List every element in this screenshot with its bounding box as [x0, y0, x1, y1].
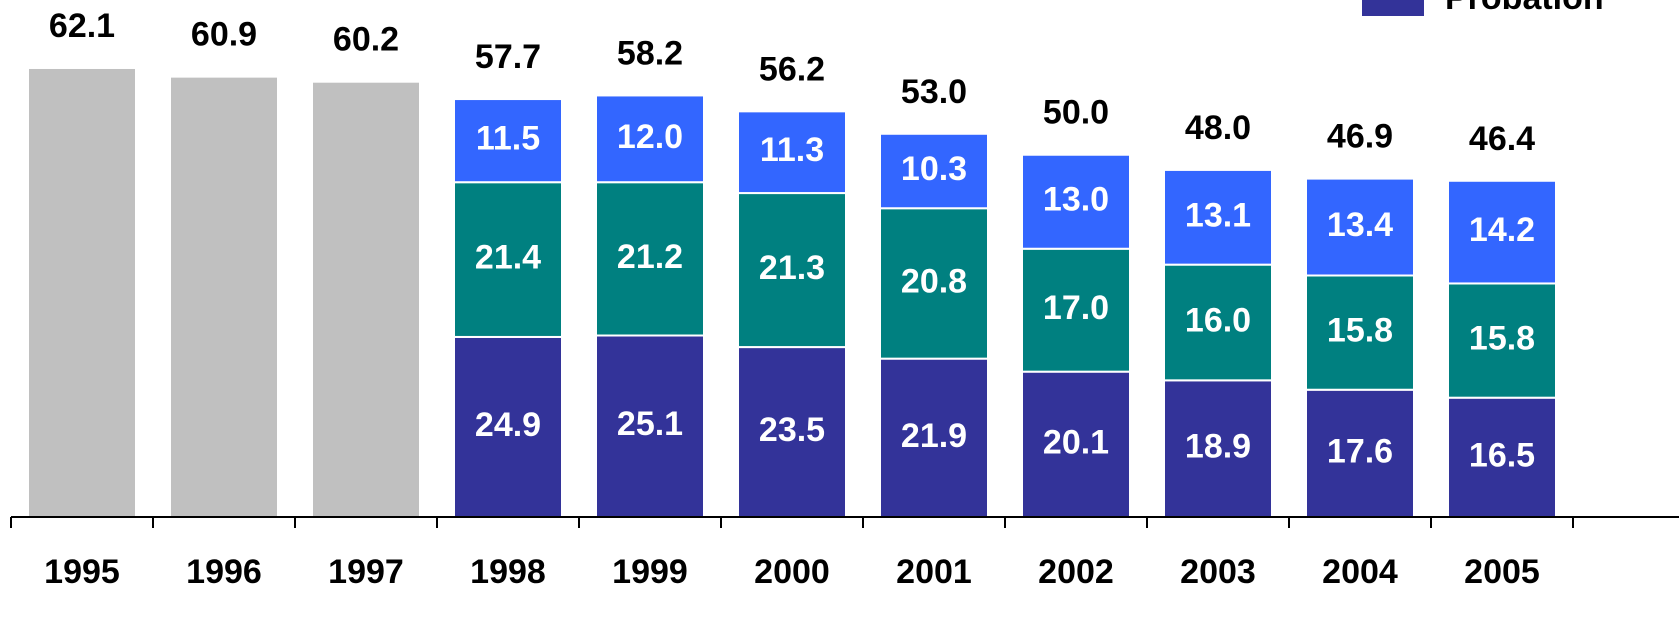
total-label: 60.2 [333, 21, 399, 59]
bar-segment [1163, 379, 1273, 519]
bar-segment [879, 132, 989, 210]
bar-segment [169, 75, 279, 519]
value-label: 20.8 [901, 262, 967, 300]
value-label: 16.0 [1185, 301, 1251, 339]
bar-segment [737, 110, 847, 195]
bar-segment [595, 94, 705, 184]
bar-segment [595, 334, 705, 518]
total-label: 57.7 [475, 38, 541, 76]
x-tick-label: 2005 [1464, 553, 1540, 591]
x-tick-label: 2001 [896, 553, 972, 591]
value-label: 21.3 [759, 249, 825, 287]
bar-segment [1021, 153, 1131, 250]
value-label: 12.0 [617, 118, 683, 156]
value-label: 21.9 [901, 417, 967, 455]
legend-label: Probation [1445, 0, 1604, 17]
x-tick-label: 2003 [1180, 553, 1256, 591]
total-label: 50.0 [1043, 94, 1109, 132]
bar-segment [453, 335, 563, 519]
value-label: 21.2 [617, 238, 683, 276]
bar-segment [453, 98, 563, 184]
bar-segment [1305, 274, 1415, 391]
total-label: 58.2 [617, 34, 683, 72]
value-label: 11.3 [760, 131, 824, 169]
total-label: 62.1 [49, 7, 115, 45]
value-label: 14.2 [1469, 211, 1535, 249]
total-label: 60.9 [191, 16, 257, 54]
x-tick-label: 2000 [754, 553, 830, 591]
value-label: 16.5 [1469, 436, 1535, 474]
total-label: 46.4 [1469, 120, 1535, 158]
bar-segment [1447, 282, 1557, 399]
value-label: 17.6 [1327, 432, 1393, 470]
value-label: 13.4 [1327, 206, 1393, 244]
x-tick-label: 1998 [470, 553, 546, 591]
bar-segment [595, 181, 705, 337]
bar-segment [453, 181, 563, 338]
bar-segment [1163, 263, 1273, 382]
x-tick-label: 2002 [1038, 553, 1114, 591]
value-label: 13.0 [1043, 181, 1109, 219]
bar-segment [737, 192, 847, 349]
value-label: 15.8 [1469, 320, 1535, 358]
total-label: 46.9 [1327, 118, 1393, 156]
value-label: 25.1 [617, 405, 683, 443]
value-label: 20.1 [1043, 423, 1109, 461]
value-label: 23.5 [759, 411, 825, 449]
bar-segment [879, 357, 989, 518]
bar-segment [1305, 388, 1415, 518]
total-label: 56.2 [759, 50, 825, 88]
value-label: 11.5 [476, 120, 540, 158]
bar-segment [1447, 179, 1557, 285]
bar-segment [27, 66, 137, 518]
bar-segment [879, 207, 989, 360]
x-tick-label: 1999 [612, 553, 688, 591]
value-label: 17.0 [1043, 289, 1109, 327]
x-tick-label: 1995 [44, 553, 120, 591]
bar-segment [1305, 177, 1415, 277]
x-tick-label: 2004 [1322, 553, 1398, 591]
total-label: 48.0 [1185, 109, 1251, 147]
bar-segment [311, 80, 421, 518]
x-tick-label: 1996 [186, 553, 262, 591]
value-label: 15.8 [1327, 312, 1393, 350]
x-tick-label: 1997 [328, 553, 404, 591]
value-label: 13.1 [1185, 196, 1251, 234]
legend-swatch [1362, 0, 1424, 16]
value-label: 10.3 [901, 150, 967, 188]
value-label: 21.4 [475, 239, 541, 277]
bar-segment [1163, 168, 1273, 266]
value-label: 18.9 [1185, 428, 1251, 466]
total-label: 53.0 [901, 73, 967, 111]
value-label: 24.9 [475, 406, 541, 444]
